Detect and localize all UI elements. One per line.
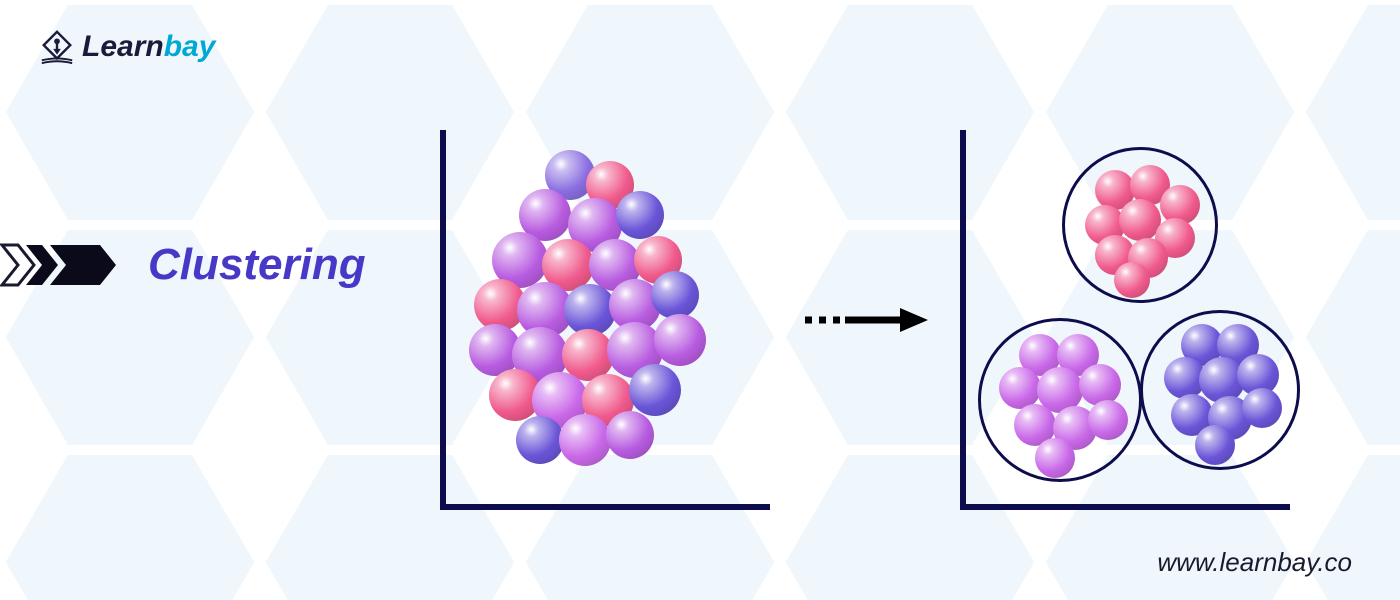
data-point [516, 416, 564, 464]
logo-text: Learnbay [82, 30, 215, 64]
transform-arrow-icon [800, 305, 930, 335]
page-title: Clustering [148, 240, 366, 290]
data-point [651, 271, 699, 319]
data-point [1035, 438, 1075, 478]
data-point [616, 191, 664, 239]
data-point [606, 411, 654, 459]
data-point [1088, 400, 1128, 440]
data-point [629, 364, 681, 416]
data-point [1114, 262, 1150, 298]
data-point [654, 314, 706, 366]
clustering-diagram [440, 120, 1360, 520]
chevron-icon [0, 243, 130, 287]
data-point [1195, 425, 1235, 465]
logo-prefix: Learn [82, 30, 164, 63]
data-point [1079, 364, 1121, 406]
x-axis [440, 504, 770, 510]
unclustered-container [440, 130, 770, 510]
y-axis [960, 130, 966, 510]
title-block: Clustering [0, 240, 366, 290]
y-axis [440, 130, 446, 510]
data-point [559, 414, 611, 466]
site-url: www.learnbay.co [1157, 547, 1352, 578]
data-point [1242, 388, 1282, 428]
logo-icon [38, 28, 76, 66]
logo-suffix: bay [164, 30, 216, 63]
x-axis [960, 504, 1290, 510]
logo: Learnbay [38, 28, 215, 66]
data-point [999, 367, 1041, 409]
clustered-container [960, 130, 1290, 510]
